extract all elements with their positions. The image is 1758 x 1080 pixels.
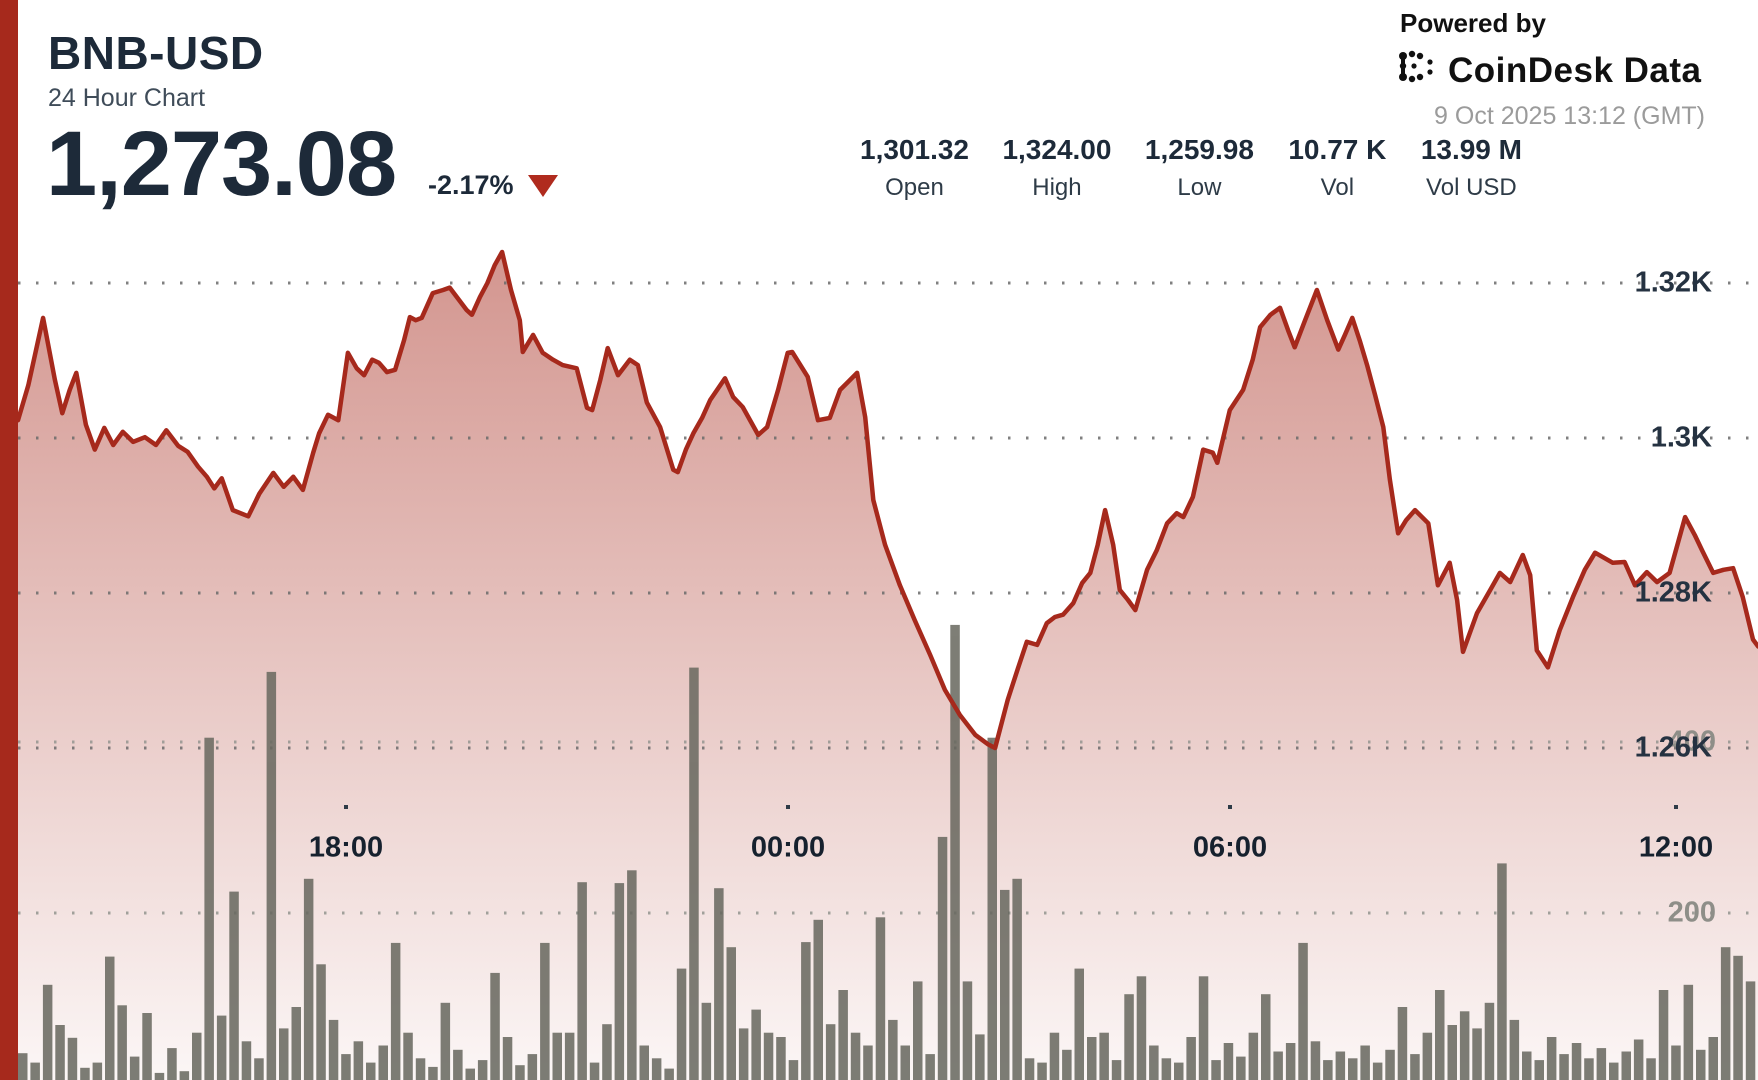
stat-value: 1,259.98 [1144,134,1254,165]
time-axis-label: 06:00 [1192,831,1268,864]
price-axis-label: 1.26K [1634,731,1712,764]
price-axis-label: 1.28K [1634,576,1712,609]
change-percent: -2.17% [428,170,514,200]
stat-vol: 10.77 K Vol [1287,134,1387,202]
price-line [15,249,1758,751]
time-axis-label: 18:00 [308,831,384,864]
coindesk-brand[interactable]: CoinDesk Data [1398,48,1702,93]
volume-bars [18,624,1756,1080]
instrument-symbol: BNB-USD [48,27,264,79]
triangle-down-icon [527,174,558,197]
x-axis-tick [786,805,790,809]
price-axis-label: 1.32K [1634,266,1712,299]
stat-value: 1,301.32 [860,134,969,165]
stat-label: Vol [1320,174,1355,201]
x-axis-tick [344,805,348,809]
stat-vol-usd: 13.99 M Vol USD [1421,134,1522,202]
last-price: 1,273.08 [46,113,397,215]
stat-label: Low [1177,174,1222,201]
stat-label: High [1032,174,1082,201]
powered-by-label: Powered by [1400,8,1546,38]
stat-value: 10.77 K [1288,134,1387,165]
left-accent-bar [0,0,18,1080]
x-axis-tick [1228,805,1232,809]
volume-axis-label: 400 [1667,725,1716,758]
stat-open: 1,301.32 Open [860,134,969,202]
stat-label: Open [885,174,944,201]
time-axis-label: 12:00 [1638,831,1714,864]
chart-timestamp: 9 Oct 2025 13:12 (GMT) [1434,102,1705,130]
coindesk-brand-text: CoinDesk Data [1448,50,1702,90]
time-axis-label: 00:00 [750,831,826,864]
stat-low: 1,259.98 Low [1145,134,1254,202]
ohlc-stats-row: 1,301.32 Open 1,324.00 High 1,259.98 Low 10.77… [860,134,1522,202]
price-area-fill [18,252,1758,1080]
coindesk-logo-icon [1398,48,1438,93]
price-axis-label: 1.3K [1650,421,1712,454]
stat-high: 1,324.00 High [1002,134,1111,202]
chart-subtitle: 24 Hour Chart [48,84,206,112]
price-change: -2.17% [428,170,558,201]
x-axis-tick [1674,805,1678,809]
stat-value: 13.99 M [1420,134,1522,165]
volume-axis-label: 200 [1667,896,1716,929]
stat-label: Vol USD [1426,174,1517,201]
stat-value: 1,324.00 [1002,134,1112,165]
